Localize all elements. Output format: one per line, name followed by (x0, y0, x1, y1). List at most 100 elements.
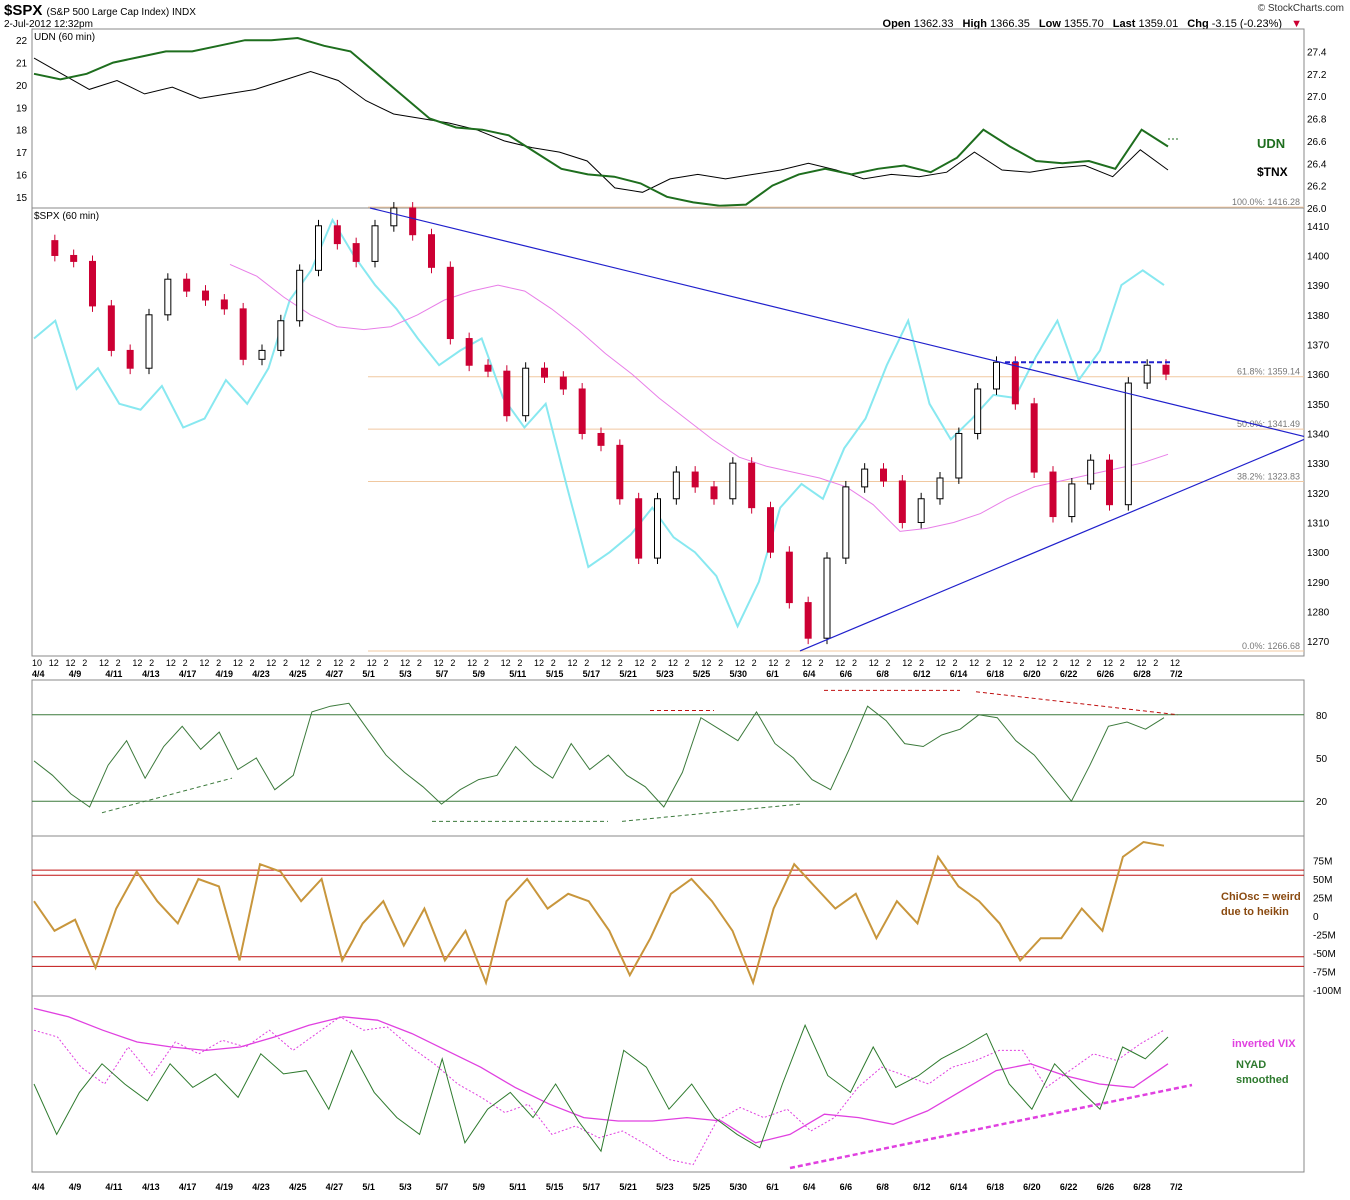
date-tick-bottom: 5/11 (509, 1182, 526, 1192)
candle-body (993, 361, 1000, 390)
candle-body (202, 290, 209, 301)
candle-body (785, 551, 793, 604)
hour-tick: 2 (718, 658, 723, 668)
udn-legend-label: UDN (1257, 136, 1285, 151)
candle-body (503, 370, 511, 417)
hour-tick: 2 (149, 658, 154, 668)
price-tick: 1320 (1307, 489, 1330, 500)
date-tick-bottom: 4/25 (289, 1182, 307, 1192)
hour-tick: 2 (919, 658, 924, 668)
price-tick: 1330 (1307, 459, 1330, 470)
hour-tick: 12 (768, 658, 778, 668)
osc-tick: 80 (1316, 711, 1328, 722)
candle-body (258, 349, 266, 360)
hour-tick: 12 (1170, 658, 1180, 668)
tnx-line (33, 57, 1169, 193)
udn-left-tick: 18 (16, 126, 28, 137)
nyad-legend-line2: smoothed (1236, 1074, 1289, 1086)
price-tick: 1410 (1307, 222, 1330, 233)
udn-right-tick: 26.0 (1307, 204, 1327, 215)
hour-tick: 12 (668, 658, 678, 668)
hour-tick: 12 (1137, 658, 1147, 668)
last-label: Last (1112, 18, 1136, 30)
date-tick: 4/9 (69, 669, 82, 679)
candle-body (597, 432, 605, 446)
date-tick: 4/27 (326, 669, 344, 679)
panel-frame-1 (31, 207, 1305, 657)
osc-tick: 20 (1316, 797, 1328, 808)
candle-body (484, 364, 492, 372)
hour-tick: 2 (1153, 658, 1158, 668)
candle-body (1011, 361, 1019, 405)
candle-body (1087, 459, 1095, 485)
date-tick: 4/11 (105, 669, 122, 679)
candle-body (277, 320, 285, 351)
date-tick-bottom: 4/27 (326, 1182, 344, 1192)
stockcharts-credit[interactable]: © StockCharts.com (1257, 3, 1344, 14)
date-tick: 5/7 (436, 669, 449, 679)
date-tick: 4/13 (142, 669, 160, 679)
hour-tick: 12 (333, 658, 343, 668)
candle-body (804, 602, 812, 639)
date-tick-bottom: 6/1 (766, 1182, 779, 1192)
hour-tick: 12 (233, 658, 243, 668)
date-tick-bottom: 7/2 (1170, 1182, 1183, 1192)
candle-body (1068, 483, 1076, 518)
date-tick: 6/14 (950, 669, 968, 679)
panel-frames (31, 28, 1305, 1173)
date-tick: 5/17 (583, 669, 601, 679)
candle-body (296, 269, 304, 322)
candle-body (89, 260, 96, 307)
candle-body (1143, 364, 1151, 384)
udn-right-tick: 26.2 (1307, 182, 1327, 193)
hour-tick: 12 (701, 658, 711, 668)
hour-tick: 12 (166, 658, 176, 668)
hour-tick: 2 (1019, 658, 1024, 668)
date-tick: 5/23 (656, 669, 674, 679)
vix-trendline (789, 1083, 1193, 1170)
candle-body (70, 254, 78, 262)
hour-tick: 2 (1120, 658, 1125, 668)
price-tick: 1340 (1307, 429, 1330, 440)
hour-tick: 10 (32, 658, 42, 668)
fib-label: 0.0%: 1266.68 (1242, 641, 1300, 651)
candle-body (559, 376, 567, 390)
hour-tick: 12 (300, 658, 310, 668)
date-tick-bottom: 5/9 (473, 1182, 486, 1192)
hour-tick: 2 (283, 658, 288, 668)
candle-body (446, 266, 454, 340)
hour-tick: 12 (568, 658, 578, 668)
hour-tick: 2 (685, 658, 690, 668)
candle-body (1049, 471, 1057, 518)
udn-left-tick: 16 (16, 170, 28, 181)
date-tick: 5/25 (693, 669, 711, 679)
candle-body (1162, 364, 1170, 375)
date-tick-bottom: 6/22 (1060, 1182, 1078, 1192)
date-tick: 6/26 (1097, 669, 1115, 679)
hour-tick: 2 (82, 658, 87, 668)
candle-body (823, 557, 831, 639)
hour-tick: 2 (785, 658, 790, 668)
hour-tick: 2 (417, 658, 422, 668)
candle-body (880, 468, 887, 482)
date-tick: 6/18 (986, 669, 1004, 679)
low-value: 1355.70 (1063, 18, 1104, 30)
date-tick: 7/2 (1170, 669, 1183, 679)
hour-tick: 12 (634, 658, 644, 668)
hour-tick: 12 (735, 658, 745, 668)
candle-body (917, 498, 925, 523)
date-tick: 5/30 (729, 669, 747, 679)
candle-body (654, 498, 661, 559)
axis-labels: 222120191817161527.427.227.026.826.626.4… (16, 36, 1341, 1192)
hour-tick: 2 (584, 658, 589, 668)
hour-tick: 2 (551, 658, 556, 668)
fib-label: 38.2%: 1323.83 (1237, 471, 1300, 481)
chiosc-tick: 0 (1313, 912, 1319, 923)
last-value: 1359.01 (1138, 18, 1179, 30)
price-tick: 1380 (1307, 311, 1330, 322)
hour-tick: 12 (835, 658, 845, 668)
date-tick-bottom: 5/25 (693, 1182, 711, 1192)
hour-tick: 2 (383, 658, 388, 668)
osc-divergence-line (621, 803, 801, 822)
